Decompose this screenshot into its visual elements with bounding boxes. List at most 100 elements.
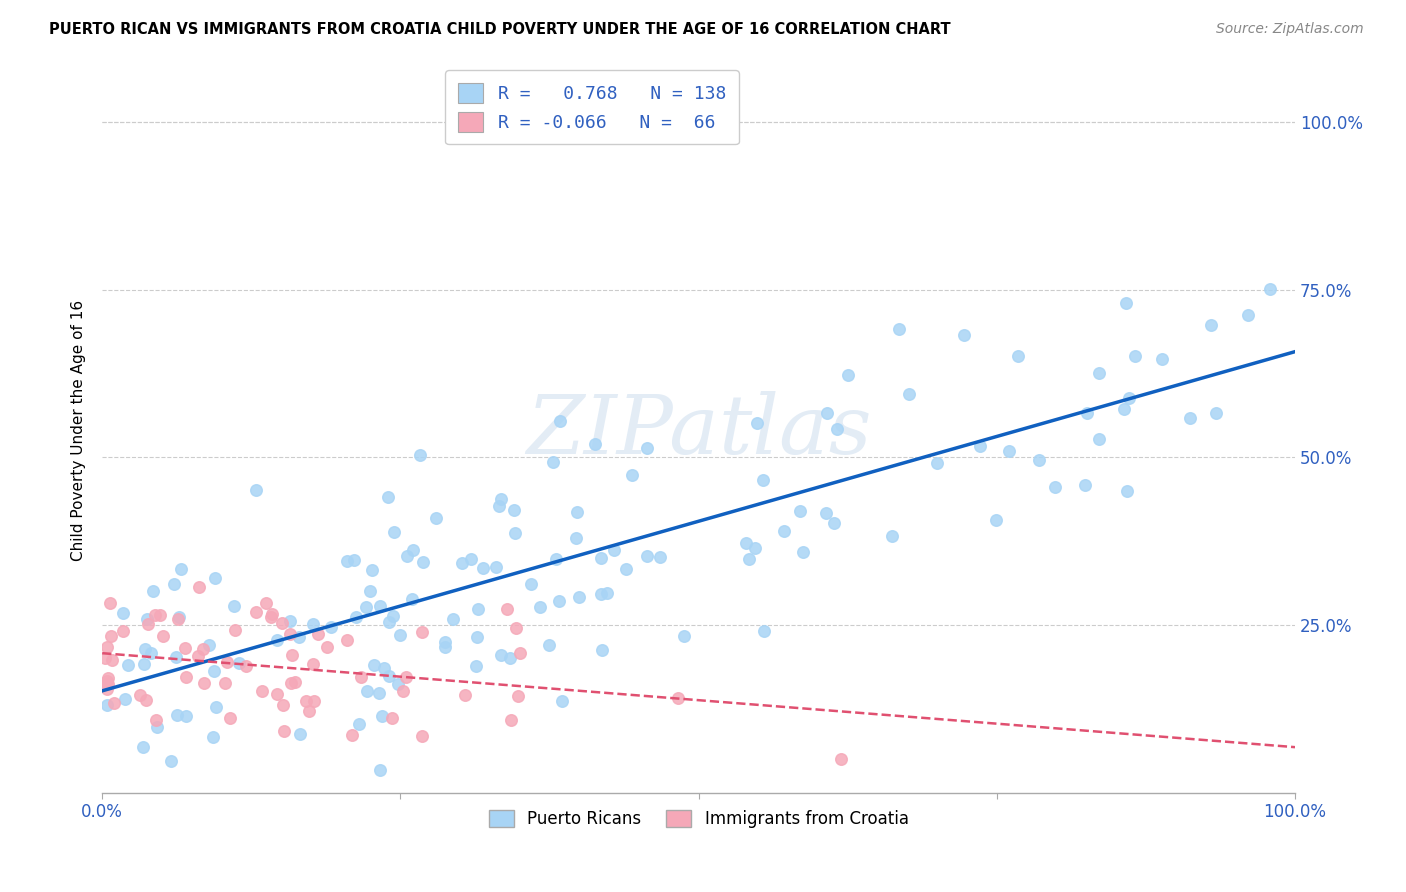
Point bbox=[503, 526, 526, 541]
Point bbox=[270, 616, 292, 631]
Point bbox=[734, 536, 756, 550]
Point bbox=[984, 513, 1007, 527]
Point bbox=[501, 714, 523, 728]
Point bbox=[214, 676, 236, 690]
Point bbox=[368, 763, 391, 777]
Point bbox=[340, 728, 363, 742]
Point bbox=[260, 607, 283, 622]
Point bbox=[382, 524, 405, 539]
Point bbox=[97, 677, 120, 691]
Point bbox=[132, 657, 155, 671]
Point bbox=[815, 406, 838, 420]
Point bbox=[550, 694, 572, 708]
Point bbox=[565, 531, 588, 545]
Point bbox=[378, 615, 401, 629]
Point bbox=[792, 545, 814, 559]
Point bbox=[1043, 480, 1066, 494]
Point bbox=[381, 710, 404, 724]
Point bbox=[1118, 391, 1140, 405]
Point bbox=[146, 720, 169, 734]
Point bbox=[467, 602, 489, 616]
Point bbox=[307, 627, 329, 641]
Point bbox=[603, 543, 626, 558]
Point bbox=[1076, 406, 1098, 420]
Point bbox=[114, 692, 136, 706]
Point bbox=[591, 551, 613, 566]
Point bbox=[754, 624, 776, 639]
Point bbox=[103, 697, 125, 711]
Point bbox=[96, 682, 118, 697]
Point bbox=[509, 646, 531, 660]
Point bbox=[1258, 282, 1281, 296]
Point bbox=[202, 664, 225, 678]
Point bbox=[1088, 366, 1111, 380]
Point bbox=[548, 414, 571, 428]
Point bbox=[752, 473, 775, 487]
Point bbox=[568, 591, 591, 605]
Point bbox=[188, 580, 211, 594]
Point bbox=[298, 705, 321, 719]
Point bbox=[451, 557, 474, 571]
Text: PUERTO RICAN VS IMMIGRANTS FROM CROATIA CHILD POVERTY UNDER THE AGE OF 16 CORREL: PUERTO RICAN VS IMMIGRANTS FROM CROATIA … bbox=[49, 22, 950, 37]
Point bbox=[373, 661, 395, 675]
Point bbox=[537, 638, 560, 652]
Point bbox=[96, 673, 118, 688]
Point bbox=[837, 368, 859, 382]
Point bbox=[529, 600, 551, 615]
Point bbox=[278, 627, 301, 641]
Point bbox=[1074, 478, 1097, 492]
Point bbox=[170, 562, 193, 576]
Point bbox=[167, 610, 190, 624]
Point bbox=[96, 640, 118, 655]
Point bbox=[544, 552, 567, 566]
Point bbox=[395, 549, 418, 564]
Point bbox=[100, 653, 122, 667]
Point bbox=[489, 492, 512, 507]
Point bbox=[100, 629, 122, 643]
Point bbox=[228, 656, 250, 670]
Point bbox=[295, 694, 318, 708]
Point bbox=[193, 676, 215, 690]
Point bbox=[217, 655, 239, 669]
Point bbox=[260, 609, 283, 624]
Point bbox=[543, 455, 565, 469]
Point bbox=[354, 599, 377, 614]
Point bbox=[266, 687, 288, 701]
Point bbox=[149, 608, 172, 623]
Point bbox=[159, 755, 181, 769]
Point bbox=[434, 634, 457, 648]
Point bbox=[621, 468, 644, 483]
Point bbox=[252, 684, 274, 698]
Point bbox=[128, 689, 150, 703]
Point bbox=[363, 657, 385, 672]
Point bbox=[134, 641, 156, 656]
Point bbox=[1112, 402, 1135, 417]
Point bbox=[880, 529, 903, 543]
Point bbox=[97, 671, 120, 685]
Point bbox=[591, 642, 613, 657]
Point bbox=[111, 606, 134, 620]
Point bbox=[520, 576, 543, 591]
Point bbox=[596, 586, 619, 600]
Point bbox=[412, 555, 434, 569]
Point bbox=[368, 599, 391, 614]
Point bbox=[391, 684, 413, 698]
Point bbox=[141, 646, 163, 660]
Point bbox=[1237, 308, 1260, 322]
Point bbox=[343, 553, 366, 567]
Point bbox=[245, 483, 267, 498]
Point bbox=[389, 628, 412, 642]
Point bbox=[94, 651, 117, 665]
Point bbox=[1180, 411, 1202, 425]
Point bbox=[367, 686, 389, 700]
Point bbox=[142, 584, 165, 599]
Point bbox=[349, 716, 371, 731]
Text: ZIPatlas: ZIPatlas bbox=[526, 391, 872, 471]
Point bbox=[773, 524, 796, 538]
Point bbox=[302, 657, 325, 671]
Point bbox=[235, 658, 257, 673]
Point bbox=[165, 649, 187, 664]
Point bbox=[395, 670, 418, 684]
Point bbox=[825, 422, 848, 436]
Point bbox=[441, 611, 464, 625]
